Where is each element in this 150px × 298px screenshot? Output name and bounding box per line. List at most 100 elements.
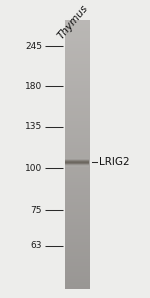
- Bar: [64, 228, 90, 232]
- Bar: [64, 111, 90, 115]
- Bar: [64, 121, 90, 125]
- Bar: [64, 272, 90, 276]
- Bar: [65, 160, 89, 161]
- Bar: [64, 101, 90, 105]
- Bar: [64, 27, 90, 31]
- Bar: [64, 181, 90, 185]
- Bar: [65, 164, 89, 165]
- Bar: [64, 215, 90, 219]
- Bar: [64, 134, 90, 138]
- Bar: [64, 74, 90, 78]
- Bar: [65, 159, 89, 160]
- Bar: [64, 262, 90, 266]
- Bar: [65, 159, 89, 160]
- Bar: [64, 235, 90, 239]
- Bar: [64, 191, 90, 195]
- Bar: [64, 80, 90, 85]
- Bar: [64, 232, 90, 235]
- Text: Thymus: Thymus: [56, 3, 90, 41]
- Bar: [64, 124, 90, 128]
- Bar: [64, 282, 90, 286]
- Bar: [64, 255, 90, 259]
- Bar: [64, 171, 90, 175]
- Bar: [64, 30, 90, 34]
- Bar: [64, 221, 90, 225]
- Bar: [64, 265, 90, 269]
- Bar: [64, 195, 90, 198]
- Bar: [64, 131, 90, 135]
- Bar: [64, 218, 90, 222]
- Bar: [64, 148, 90, 152]
- Bar: [64, 178, 90, 182]
- Bar: [64, 37, 90, 41]
- Bar: [64, 198, 90, 202]
- Bar: [64, 285, 90, 289]
- Bar: [64, 248, 90, 252]
- Bar: [65, 163, 89, 164]
- Bar: [65, 162, 89, 163]
- Bar: [64, 238, 90, 242]
- Bar: [64, 64, 90, 68]
- Bar: [64, 275, 90, 279]
- Bar: [65, 165, 89, 166]
- Bar: [64, 158, 90, 162]
- Bar: [65, 161, 89, 162]
- Bar: [64, 84, 90, 88]
- Text: LRIG2: LRIG2: [99, 157, 130, 167]
- Bar: [64, 138, 90, 142]
- Bar: [64, 104, 90, 108]
- Bar: [64, 184, 90, 188]
- Bar: [64, 117, 90, 122]
- Bar: [64, 205, 90, 209]
- Bar: [65, 162, 89, 163]
- Bar: [64, 24, 90, 28]
- Bar: [64, 67, 90, 71]
- Bar: [64, 87, 90, 91]
- Text: 135: 135: [25, 122, 42, 131]
- Bar: [65, 161, 89, 162]
- Bar: [64, 268, 90, 272]
- Text: 245: 245: [25, 42, 42, 51]
- Bar: [64, 71, 90, 74]
- Bar: [64, 94, 90, 98]
- Bar: [64, 128, 90, 131]
- Bar: [64, 57, 90, 61]
- Text: 75: 75: [30, 206, 42, 215]
- Bar: [65, 165, 89, 166]
- Bar: [64, 168, 90, 172]
- Bar: [64, 211, 90, 215]
- Bar: [65, 163, 89, 164]
- Bar: [64, 44, 90, 48]
- Bar: [65, 166, 89, 167]
- Bar: [64, 47, 90, 51]
- Bar: [64, 108, 90, 111]
- Text: 180: 180: [25, 82, 42, 91]
- Bar: [64, 208, 90, 212]
- Bar: [64, 161, 90, 165]
- Bar: [65, 158, 89, 159]
- Bar: [64, 91, 90, 95]
- Bar: [64, 144, 90, 148]
- Bar: [64, 41, 90, 44]
- Bar: [65, 164, 89, 165]
- Bar: [64, 34, 90, 38]
- Bar: [64, 278, 90, 283]
- Bar: [64, 141, 90, 145]
- Bar: [64, 188, 90, 192]
- Text: 100: 100: [25, 164, 42, 173]
- Bar: [64, 241, 90, 246]
- Bar: [64, 154, 90, 158]
- Bar: [65, 160, 89, 161]
- Bar: [64, 164, 90, 168]
- Bar: [64, 77, 90, 81]
- Bar: [64, 252, 90, 255]
- Bar: [64, 258, 90, 262]
- Text: 63: 63: [30, 241, 42, 250]
- Bar: [64, 151, 90, 155]
- Bar: [64, 201, 90, 205]
- Bar: [65, 158, 89, 159]
- Bar: [64, 114, 90, 118]
- Bar: [64, 20, 90, 24]
- Bar: [64, 60, 90, 64]
- Bar: [64, 175, 90, 179]
